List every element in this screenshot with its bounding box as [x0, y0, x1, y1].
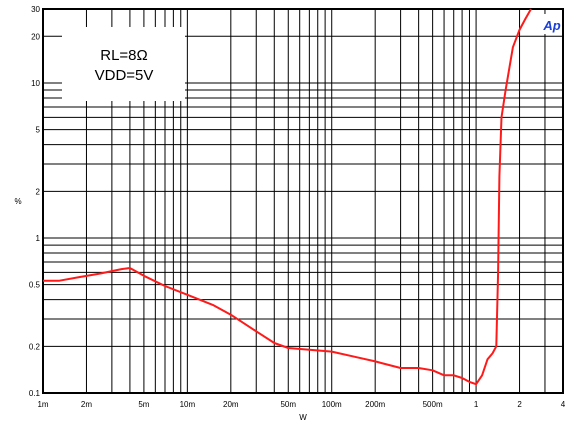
x-tick-label: 20m — [223, 400, 239, 409]
plot-frame — [42, 8, 564, 394]
y-axis-title: % — [14, 197, 21, 206]
y-tick-label: 0.2 — [29, 342, 41, 351]
x-tick-label: 50m — [280, 400, 296, 409]
x-tick-label: 500m — [423, 400, 443, 409]
y-tick-label: 1 — [36, 234, 41, 243]
y-tick-label: 20 — [31, 32, 40, 41]
x-tick-label: 200m — [365, 400, 385, 409]
y-tick-label: 5 — [36, 126, 41, 135]
series-line-0 — [43, 8, 532, 386]
x-tick-label: 10m — [180, 400, 196, 409]
x-tick-label: 2m — [81, 400, 92, 409]
y-tick-label: 0.1 — [29, 389, 41, 398]
annotation-line-1: RL=8Ω — [100, 47, 148, 64]
y-tick-label: 0.5 — [29, 281, 41, 290]
x-tick-label: 5m — [138, 400, 149, 409]
x-tick-label: 2 — [517, 400, 522, 409]
annotation-box: RL=8Ω VDD=5V — [62, 27, 185, 101]
x-tick-label: 100m — [322, 400, 342, 409]
x-tick-label: 4 — [561, 400, 566, 409]
x-tick-label: 1m — [37, 400, 48, 409]
ap-logo: Ap — [542, 14, 561, 34]
x-tick-label: 1 — [474, 400, 479, 409]
x-axis-title: W — [299, 413, 307, 422]
y-tick-labels: 0.1 0.2 0.5 1 2 5 10 20 30 — [29, 5, 41, 398]
y-tick-label: 2 — [36, 187, 41, 196]
ap-logo-text: Ap — [542, 18, 560, 33]
x-tick-labels: 1m 2m 5m 10m 20m 50m 100m 200m 500m 1 2 4 — [37, 400, 565, 409]
y-tick-label: 10 — [31, 79, 40, 88]
y-tick-label: 30 — [31, 5, 40, 14]
series-group — [43, 8, 532, 386]
annotation-line-2: VDD=5V — [95, 67, 154, 84]
